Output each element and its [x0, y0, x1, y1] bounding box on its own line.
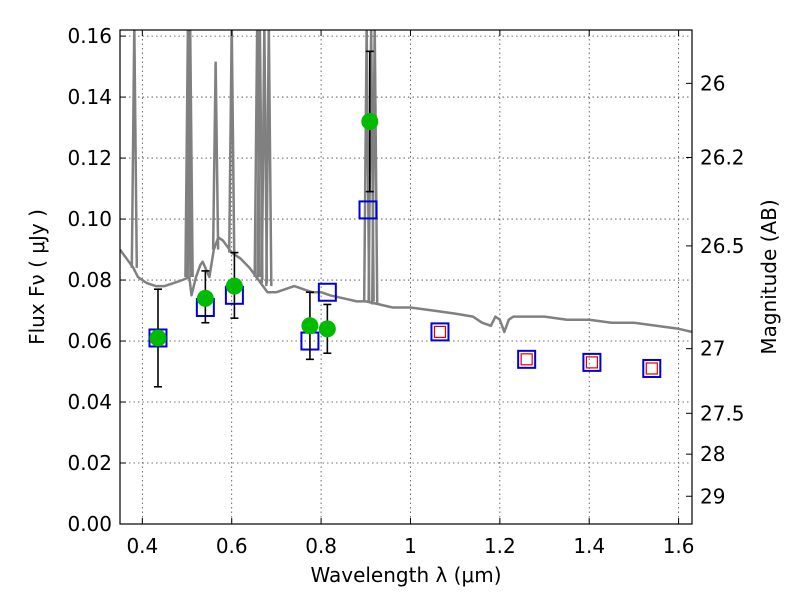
- plot-area: [120, 30, 692, 388]
- x-tick-label: 1.4: [573, 534, 605, 558]
- magnitude-axis-label: Magnitude (AB): [757, 199, 781, 354]
- magnitude-tick-label: 26.5: [700, 234, 745, 258]
- x-tick-label: 1: [404, 534, 417, 558]
- x-tick-label: 0.4: [126, 534, 158, 558]
- predicted-photometry-square: [645, 362, 658, 375]
- magnitude-tick-label: 28: [700, 442, 725, 466]
- model-photometry-square: [358, 200, 378, 220]
- x-tick-label: 1.6: [663, 534, 695, 558]
- predicted-photometry-square: [433, 325, 447, 338]
- predicted-photometry-square: [520, 353, 533, 366]
- magnitude-tick-label: 27.5: [700, 401, 745, 425]
- sed-line: [120, 236, 692, 334]
- x-tick-label: 0.6: [216, 534, 248, 558]
- x-axis-label: Wavelength λ (μm): [310, 563, 501, 587]
- observed-photometry-point: [225, 277, 243, 295]
- y-axis-label: Flux Fν ( μJy ): [25, 209, 49, 345]
- x-axis-ticks: 0.4 0.6 0.8 1 1.2 1.4 1.6: [126, 30, 695, 558]
- emission-line-spike: [211, 61, 220, 250]
- emission-line-spike: [130, 30, 139, 268]
- y-tick-label: 0.00: [67, 512, 112, 536]
- magnitude-axis-ticks: 26 26.2 26.5 27 27.5 28 29: [686, 71, 745, 508]
- magnitude-tick-label: 26.2: [700, 145, 745, 169]
- y-tick-label: 0.10: [67, 207, 112, 231]
- model-photometry-square: [582, 352, 602, 372]
- y-tick-label: 0.04: [67, 390, 112, 414]
- model-photometry-square: [430, 322, 450, 342]
- y-tick-label: 0.06: [67, 329, 112, 353]
- model-photometry-square: [317, 282, 337, 302]
- y-tick-label: 0.02: [67, 451, 112, 475]
- observed-photometry-point: [149, 329, 167, 347]
- observed-photometry-point: [361, 112, 379, 130]
- emission-line-spike: [265, 30, 273, 287]
- model-photometry-square: [642, 358, 662, 378]
- magnitude-tick-label: 26: [700, 71, 725, 95]
- predicted-photometry-square: [585, 356, 599, 369]
- emission-line-spike: [186, 30, 194, 278]
- x-tick-label: 1.2: [484, 534, 516, 558]
- plot-frame: [119, 29, 693, 525]
- y-tick-label: 0.16: [67, 24, 112, 48]
- y-tick-label: 0.14: [67, 85, 112, 109]
- y-tick-label: 0.08: [67, 268, 112, 292]
- observed-photometry-point: [318, 320, 336, 338]
- x-tick-label: 0.8: [305, 534, 337, 558]
- magnitude-tick-label: 29: [700, 484, 725, 508]
- emission-line-spike: [227, 30, 236, 253]
- y-tick-label: 0.12: [67, 146, 112, 170]
- observed-photometry-point: [196, 289, 214, 307]
- magnitude-tick-label: 27: [700, 337, 725, 361]
- model-photometry-square: [517, 349, 537, 369]
- y-axis-ticks: 0.00 0.02 0.04 0.06 0.08 0.10 0.12 0.14 0.16: [67, 24, 126, 536]
- observed-photometry-point: [301, 317, 319, 335]
